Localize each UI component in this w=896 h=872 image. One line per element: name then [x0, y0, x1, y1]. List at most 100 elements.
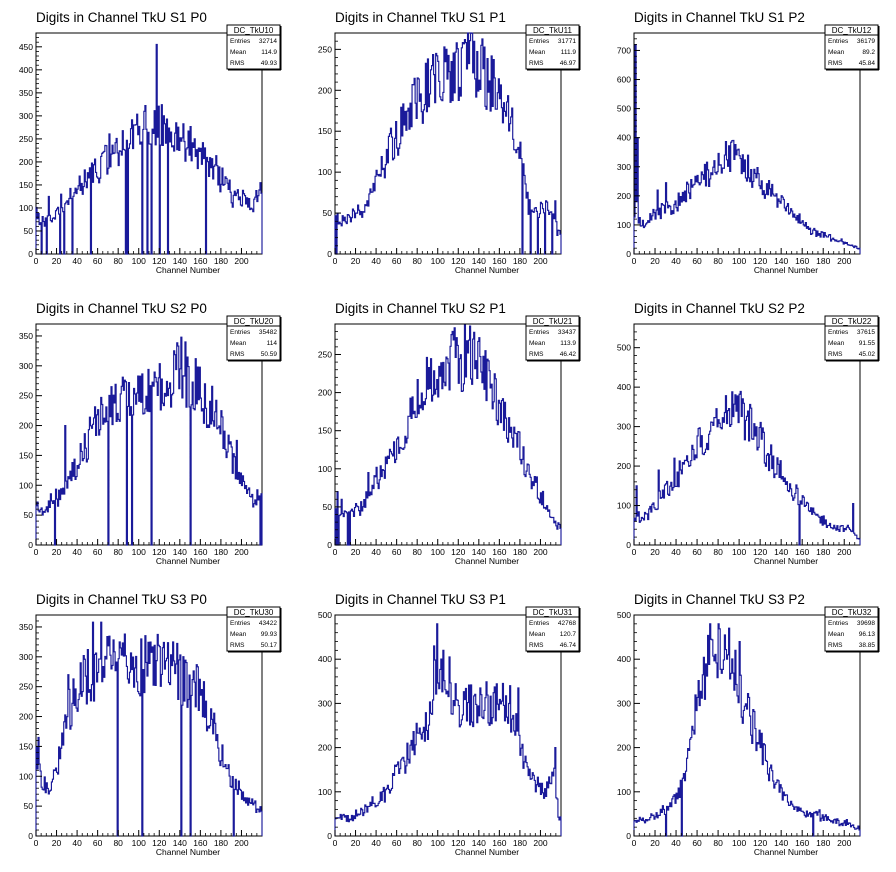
stats-row-value: 113.9 — [560, 340, 576, 347]
x-tick-label: 180 — [214, 547, 228, 557]
y-tick-label: 0 — [626, 540, 631, 550]
stats-row-value: 46.42 — [560, 351, 577, 358]
stats-box-frame — [824, 606, 879, 652]
x-axis-label: Channel Number — [455, 265, 519, 275]
stats-box-title: DC_TkU12 — [832, 26, 872, 35]
y-tick-label: 0 — [28, 249, 33, 259]
y-tick-label: 300 — [19, 111, 33, 121]
histogram-svg: Digits in Channel TkU S1 P10501001502002… — [318, 10, 581, 275]
x-axis-label: Channel Number — [156, 847, 220, 857]
y-tick-label: 100 — [318, 464, 332, 474]
stats-box: DC_TkU31 Entries 42768 Mean 120.7 RMS 46.74 — [525, 606, 581, 653]
x-tick-label: 60 — [392, 547, 402, 557]
x-tick-label: 0 — [632, 838, 637, 848]
x-tick-label: 80 — [713, 547, 723, 557]
stats-box: DC_TkU30 Entries 43422 Mean 99.93 RMS 50.17 — [226, 606, 282, 653]
y-tick-label: 200 — [617, 461, 631, 471]
x-tick-label: 180 — [816, 256, 830, 266]
x-tick-label: 120 — [753, 256, 767, 266]
x-axis-label: Channel Number — [156, 556, 220, 566]
stats-box-frame — [226, 606, 281, 652]
x-tick-label: 20 — [52, 256, 62, 266]
x-tick-label: 100 — [132, 547, 146, 557]
x-tick-label: 60 — [692, 547, 702, 557]
x-tick-label: 120 — [152, 256, 166, 266]
x-axis-label: Channel Number — [455, 847, 519, 857]
stats-row-label: RMS — [828, 642, 843, 649]
x-tick-label: 60 — [392, 838, 402, 848]
x-tick-label: 60 — [392, 256, 402, 266]
x-tick-label: 40 — [371, 256, 381, 266]
histogram-series-line — [334, 623, 562, 836]
histogram-pad-s3-p1: Digits in Channel TkU S3 P1 0 100 200 300 400… — [299, 582, 597, 872]
x-tick-label: 140 — [774, 547, 788, 557]
stats-row-value: 31771 — [558, 38, 576, 45]
stats-row-label: Mean — [230, 631, 247, 638]
x-tick-label: 80 — [113, 838, 123, 848]
stats-row-value: 37615 — [857, 329, 875, 336]
x-tick-label: 20 — [351, 256, 361, 266]
stats-box: DC_TkU21 Entries 33437 Mean 113.9 RMS 46.42 — [525, 315, 581, 362]
x-tick-label: 40 — [671, 547, 681, 557]
y-tick-label: 50 — [323, 208, 333, 218]
x-tick-label: 180 — [214, 838, 228, 848]
x-tick-label: 80 — [113, 547, 123, 557]
histogram-title: Digits in Channel TkU S3 P0 — [36, 592, 207, 607]
y-tick-label: 400 — [19, 65, 33, 75]
y-tick-label: 300 — [318, 698, 332, 708]
x-tick-label: 140 — [173, 547, 187, 557]
x-tick-label: 200 — [837, 838, 851, 848]
stats-row-value: 111.9 — [561, 49, 577, 56]
stats-row-value: 50.17 — [261, 642, 278, 649]
stats-row-label: Entries — [529, 329, 550, 336]
histogram-title: Digits in Channel TkU S3 P2 — [634, 592, 805, 607]
stats-row-label: Entries — [230, 620, 251, 627]
x-tick-label: 160 — [193, 547, 207, 557]
y-tick-label: 150 — [318, 126, 332, 136]
stats-box-title: DC_TkU31 — [533, 608, 573, 617]
x-tick-label: 0 — [632, 547, 637, 557]
y-tick-label: 100 — [19, 771, 33, 781]
y-tick-label: 300 — [617, 422, 631, 432]
x-tick-label: 200 — [533, 256, 547, 266]
stats-row-label: Entries — [230, 38, 251, 45]
stats-row-label: Mean — [529, 631, 546, 638]
y-tick-label: 700 — [617, 45, 631, 55]
y-tick-label: 350 — [19, 622, 33, 632]
y-tick-label: 200 — [318, 85, 332, 95]
stats-box-frame — [525, 24, 580, 70]
x-tick-label: 0 — [34, 547, 39, 557]
histogram-title: Digits in Channel TkU S2 P0 — [36, 301, 207, 316]
y-tick-label: 400 — [617, 382, 631, 392]
stats-row-label: RMS — [828, 351, 843, 358]
x-tick-label: 100 — [431, 256, 445, 266]
stats-box: DC_TkU10 Entries 32714 Mean 114.9 RMS 49.93 — [226, 24, 282, 71]
stats-row-label: RMS — [828, 60, 843, 67]
x-tick-label: 80 — [713, 838, 723, 848]
stats-box: DC_TkU11 Entries 31771 Mean 111.9 RMS 46.97 — [525, 24, 581, 71]
histogram-pad-s2-p0: Digits in Channel TkU S2 P0 0 50 100 150 200 2… — [0, 291, 298, 581]
stats-box-title: DC_TkU22 — [832, 317, 872, 326]
x-tick-label: 120 — [753, 547, 767, 557]
x-tick-label: 80 — [113, 256, 123, 266]
y-tick-label: 300 — [617, 698, 631, 708]
histogram-pad-s1-p1: Digits in Channel TkU S1 P1 0 50 100 150 200 2… — [299, 0, 597, 290]
y-tick-label: 100 — [318, 167, 332, 177]
x-tick-label: 200 — [234, 256, 248, 266]
y-tick-label: 250 — [19, 134, 33, 144]
y-tick-label: 300 — [19, 652, 33, 662]
x-tick-label: 40 — [671, 256, 681, 266]
y-tick-label: 500 — [617, 610, 631, 620]
x-tick-label: 120 — [451, 547, 465, 557]
histogram-pad-s2-p1: Digits in Channel TkU S2 P1 0 50 100 150 200 2… — [299, 291, 597, 581]
stats-row-label: Entries — [828, 329, 849, 336]
x-tick-label: 160 — [492, 838, 506, 848]
histogram-title: Digits in Channel TkU S2 P2 — [634, 301, 805, 316]
stats-row-label: RMS — [529, 351, 544, 358]
stats-row-value: 89.2 — [862, 49, 875, 56]
y-tick-label: 200 — [617, 191, 631, 201]
x-axis-label: Channel Number — [455, 556, 519, 566]
x-tick-label: 160 — [492, 547, 506, 557]
x-tick-label: 100 — [431, 547, 445, 557]
x-tick-label: 100 — [732, 547, 746, 557]
